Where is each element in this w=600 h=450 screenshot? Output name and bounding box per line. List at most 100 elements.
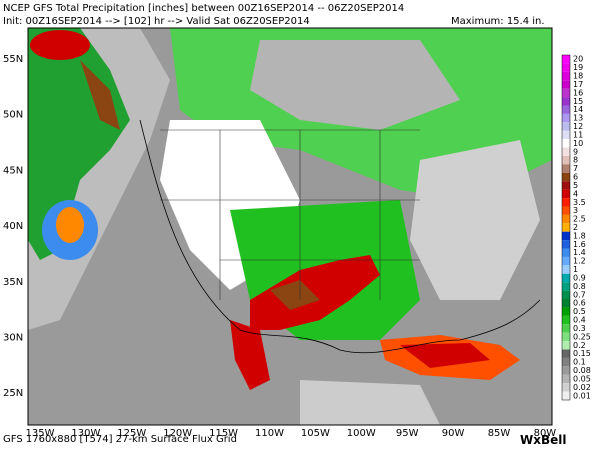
colorbar-label: 1.8 [573, 231, 586, 240]
colorbar-swatch [562, 105, 570, 114]
colorbar-swatch [562, 357, 570, 367]
colorbar-label: 5 [573, 181, 578, 190]
colorbar-swatch [562, 80, 570, 89]
colorbar-swatch [562, 164, 570, 173]
colorbar-swatch [562, 248, 570, 257]
colorbar-label: 1 [573, 265, 578, 274]
colorbar-swatch [562, 282, 570, 291]
colorbar-swatch [562, 113, 570, 123]
colorbar-swatch [562, 231, 570, 241]
colorbar-label: 3 [573, 206, 578, 215]
colorbar-swatch [562, 130, 570, 140]
lon-label: 105W [301, 428, 330, 439]
colorbar-swatch [562, 198, 570, 207]
colorbar-swatch [562, 349, 570, 358]
valid-time: Init: 00Z16SEP2014 --> [102] hr --> Vali… [3, 16, 310, 27]
colorbar-label: 9 [573, 147, 578, 156]
colorbar-label: 0.6 [573, 299, 586, 308]
colorbar-label: 0.1 [573, 358, 586, 367]
colorbar-swatch [562, 155, 570, 165]
lon-label: 125W [117, 428, 146, 439]
colorbar-label: 1.6 [573, 240, 586, 249]
colorbar-label: 3.5 [573, 198, 586, 207]
colorbar-swatch [562, 71, 570, 81]
colorbar-swatch [562, 341, 570, 350]
colorbar-swatch [562, 181, 570, 190]
colorbar-label: 0.05 [573, 374, 591, 383]
colorbar-swatch [562, 97, 570, 106]
maximum: Maximum: 15.4 in. [451, 16, 545, 27]
colorbar-label: 11 [573, 130, 583, 139]
grid-info: GFS 1760x880 [T574] 27-km Surface Flux G… [3, 434, 237, 445]
colorbar-label: 0.25 [573, 332, 591, 341]
precip-area [250, 255, 380, 330]
colorbar-label: 8 [573, 156, 578, 165]
colorbar-swatch [562, 315, 570, 325]
colorbar-swatch [562, 307, 570, 316]
precip-area [80, 60, 120, 130]
precip-area [250, 40, 460, 130]
colorbar-swatch [562, 88, 570, 98]
colorbar-swatch [562, 63, 570, 72]
colorbar-swatch [562, 240, 570, 249]
colorbar-label: 6 [573, 173, 578, 182]
colorbar-label: 0.2 [573, 341, 586, 350]
map [27, 27, 553, 426]
state-borders [160, 129, 420, 300]
lat-label: 35N [3, 277, 23, 288]
colorbar-swatch [562, 391, 570, 400]
colorbar-label: 13 [573, 114, 583, 123]
colorbar-label: 18 [573, 72, 583, 81]
lon-label: 115W [209, 428, 238, 439]
lon-label: 80W [534, 428, 557, 439]
precip-area [270, 280, 320, 310]
colorbar-swatch [562, 366, 570, 375]
lon-label: 90W [442, 428, 465, 439]
lat-label: 25N [3, 388, 23, 399]
lon-label: 120W [163, 428, 192, 439]
lon-label: 135W [26, 428, 55, 439]
colorbar-label: 19 [573, 63, 583, 72]
colorbar-label: 15 [573, 97, 583, 106]
colorbar-swatch [562, 147, 570, 156]
colorbar-swatch [562, 383, 570, 392]
colorbar-label: 12 [573, 122, 583, 131]
colorbar-swatch [562, 374, 570, 384]
colorbar-label: 0.8 [573, 282, 586, 291]
colorbar-label: 7 [573, 164, 578, 173]
colorbar-swatch [562, 332, 570, 342]
colorbar-swatch [562, 256, 570, 266]
lon-label: 95W [396, 428, 419, 439]
lon-label: 110W [255, 428, 284, 439]
precip-area [230, 320, 270, 390]
colorbar-label: 17 [573, 80, 583, 89]
colorbar-label: 4 [573, 189, 578, 198]
colorbar-swatch [562, 189, 570, 199]
colorbar-frame [561, 54, 571, 401]
axes: 55N 50N 45N 40N 35N 30N 25N 135W 130W 125W 120W 115… [3, 54, 556, 439]
colorbar-label: 16 [573, 88, 583, 97]
precip-area [300, 380, 440, 425]
colorbar-swatch [562, 139, 570, 148]
colorbar-label: 2.5 [573, 215, 586, 224]
lat-label: 50N [3, 110, 23, 121]
colorbar-swatch [562, 324, 570, 333]
colorbar-swatch [562, 223, 570, 232]
colorbar-label: 14 [573, 105, 583, 114]
colorbar-swatch [562, 214, 570, 224]
precip-area [410, 140, 540, 300]
colorbar-label: 0.3 [573, 324, 586, 333]
lon-label: 130W [71, 428, 100, 439]
precip-area [400, 343, 490, 368]
colorbar-swatch [562, 273, 570, 283]
colorbar-label: 1.2 [573, 257, 586, 266]
colorbar-swatch [562, 265, 570, 274]
colorbar-label: 2 [573, 223, 578, 232]
coastline [139, 119, 541, 354]
colorbar-swatch [562, 172, 570, 182]
colorbar-label: 0.9 [573, 273, 586, 282]
colorbar-swatch [562, 206, 570, 215]
lat-label: 45N [3, 165, 23, 176]
colorbar-label: 0.02 [573, 383, 591, 392]
